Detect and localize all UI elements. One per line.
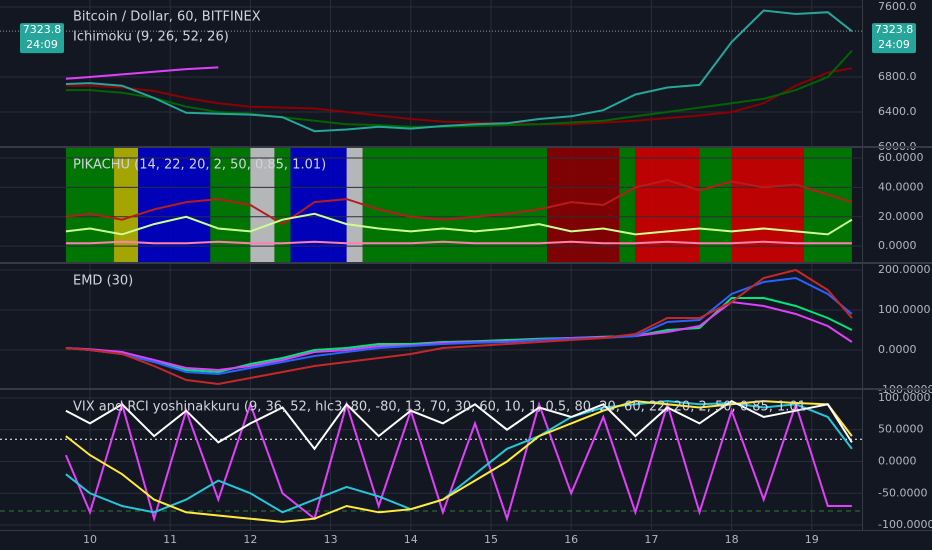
y-tick-label: 0.0000: [878, 454, 917, 467]
y-tick-label: 0.0000: [878, 343, 917, 356]
countdown-label: 24:09: [878, 38, 910, 51]
band: [274, 148, 291, 262]
y-tick-label: 200.0000: [878, 263, 931, 276]
y-tick-label: 20.0000: [878, 210, 924, 223]
series-line: [65, 50, 853, 128]
series-line: [65, 400, 853, 514]
y-tick-label: 7600.0: [878, 0, 917, 13]
last-price-label: 7323.8: [875, 23, 914, 36]
y-tick-label: 6400.0: [878, 105, 917, 118]
pane: [0, 264, 862, 388]
x-tick-label: 12: [243, 533, 257, 546]
x-tick-label: 13: [324, 533, 338, 546]
series-line: [65, 178, 853, 226]
series-line: [65, 399, 853, 451]
series-line: [65, 276, 853, 376]
x-tick-label: 10: [83, 533, 97, 546]
series-line: [65, 268, 853, 386]
band: [635, 148, 700, 262]
y-tick-label: 100.0000: [878, 391, 931, 404]
band: [699, 148, 732, 262]
pane: [0, 148, 862, 262]
y-tick-label: 0.0000: [878, 239, 917, 252]
band: [346, 148, 363, 262]
y-tick-label: 40.0000: [878, 180, 924, 193]
x-tick-label: 15: [484, 533, 498, 546]
y-tick-label: -100.0000: [878, 518, 932, 531]
series-line: [65, 212, 853, 236]
x-tick-label: 11: [163, 533, 177, 546]
countdown-label: 24:09: [26, 38, 58, 51]
y-tick-label: 60.0000: [878, 151, 924, 164]
price-badge: [20, 23, 64, 54]
pane-title: VIX and RCI yoshinakkuru (9, 36, 52, hlc…: [73, 400, 806, 415]
last-price-label: 7323.8: [23, 23, 62, 36]
pane-subtitle: Ichimoku (9, 26, 52, 26): [73, 30, 229, 45]
x-tick-label: 14: [404, 533, 418, 546]
pane-title: PIKACHU (14, 22, 20, 2, 50, 0.85, 1.01): [73, 158, 326, 173]
pane-title: Bitcoin / Dollar, 60, BITFINEX: [73, 10, 261, 25]
y-tick-label: -50.0000: [878, 486, 927, 499]
pane-title: EMD (30): [73, 274, 133, 289]
series-line: [64, 400, 852, 523]
series-line: [65, 66, 219, 80]
series-line: [65, 67, 853, 126]
y-tick-label: 100.0000: [878, 303, 931, 316]
band: [731, 148, 804, 262]
x-tick-label: 18: [725, 533, 739, 546]
series-line: [65, 9, 853, 133]
y-tick-label: 50.0000: [878, 423, 924, 436]
band: [803, 148, 852, 262]
x-tick-label: 17: [644, 533, 658, 546]
x-tick-label: 19: [805, 533, 819, 546]
series-line: [65, 240, 852, 245]
x-tick-label: 16: [564, 533, 578, 546]
pane: [0, 390, 862, 530]
band: [362, 148, 548, 262]
band: [619, 148, 636, 262]
y-tick-label: 6800.0: [878, 70, 917, 83]
price-badge: [872, 23, 916, 54]
pane: [0, 0, 862, 146]
